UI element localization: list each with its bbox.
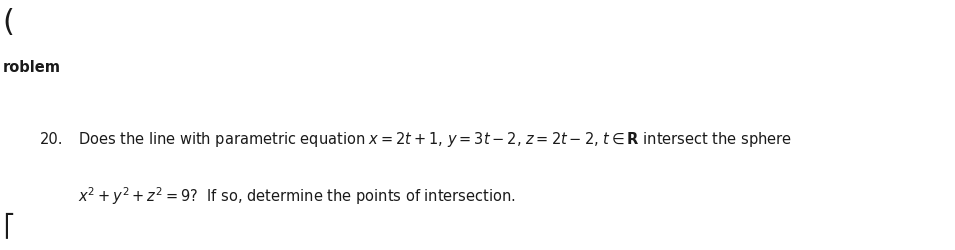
Text: $x^2 + y^2 + z^2 = 9$?  If so, determine the points of intersection.: $x^2 + y^2 + z^2 = 9$? If so, determine … [78,184,516,206]
Text: (: ( [3,8,14,36]
Text: 20.: 20. [40,131,64,146]
Text: Does the line with parametric equation $x = 2t + 1$, $y = 3t - 2$, $z = 2t - 2$,: Does the line with parametric equation $… [78,129,793,148]
Text: ⎡: ⎡ [3,212,14,238]
Text: roblem: roblem [3,60,61,75]
